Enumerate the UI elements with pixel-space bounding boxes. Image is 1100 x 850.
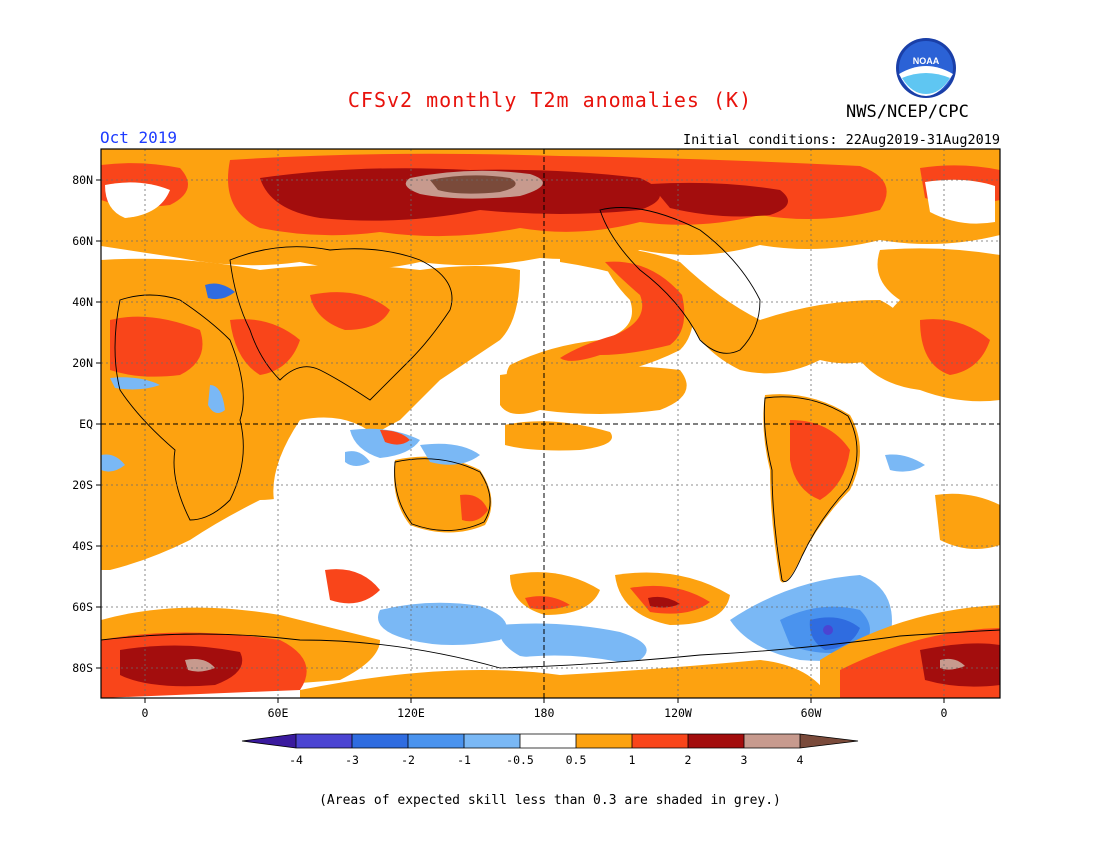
colorbar-segment	[242, 734, 296, 748]
lat-label: 20S	[72, 478, 93, 492]
colorbar-label: 3	[740, 753, 748, 767]
colorbar-label: -2	[401, 753, 415, 767]
lon-label: 120E	[397, 706, 425, 720]
lon-label: 0	[141, 706, 149, 720]
lat-label: 20N	[72, 356, 93, 370]
colorbar-segment	[688, 734, 744, 748]
colorbar-segment	[576, 734, 632, 748]
colorbar-segment	[296, 734, 352, 748]
logo-text: NOAA	[913, 56, 940, 66]
lon-label: 60W	[800, 706, 822, 720]
colorbar-segment	[520, 734, 576, 748]
noaa-logo-icon: NOAA	[896, 38, 956, 98]
lat-label: 40S	[72, 539, 93, 553]
colorbar-label: -0.5	[506, 753, 534, 767]
lat-label: 80N	[72, 173, 93, 187]
initial-conditions: Initial conditions: 22Aug2019-31Aug2019	[683, 132, 1000, 148]
colorbar-label: 2	[684, 753, 692, 767]
colorbar-label: -4	[289, 753, 303, 767]
colorbar-segment	[408, 734, 464, 748]
lat-label: 80S	[72, 661, 93, 675]
colorbar-segment	[744, 734, 800, 748]
colorbar-segment	[800, 734, 858, 748]
colorbar-label: 1	[628, 753, 636, 767]
skill-footnote: (Areas of expected skill less than 0.3 a…	[319, 793, 781, 808]
colorbar-segment	[352, 734, 408, 748]
colorbar-label: -3	[345, 753, 359, 767]
lat-label: 40N	[72, 295, 93, 309]
lon-label: 180	[533, 706, 555, 720]
lat-label: 60S	[72, 600, 93, 614]
lon-label: 120W	[664, 706, 692, 720]
colorbar-label: -1	[457, 753, 471, 767]
colorbar-segment	[632, 734, 688, 748]
lon-label: 60E	[267, 706, 289, 720]
lat-label: 60N	[72, 234, 93, 248]
organization-label: NWS/NCEP/CPC	[846, 102, 969, 122]
map-title: CFSv2 monthly T2m anomalies (K)	[347, 88, 753, 112]
lat-label: EQ	[79, 417, 93, 431]
graticule	[101, 149, 1000, 698]
colorbar-label: 0.5	[565, 753, 587, 767]
colorbar-segment	[464, 734, 520, 748]
colorbar-label: 4	[796, 753, 804, 767]
forecast-month: Oct 2019	[100, 128, 178, 147]
colorbar	[241, 733, 859, 749]
lon-label: 0	[940, 706, 948, 720]
